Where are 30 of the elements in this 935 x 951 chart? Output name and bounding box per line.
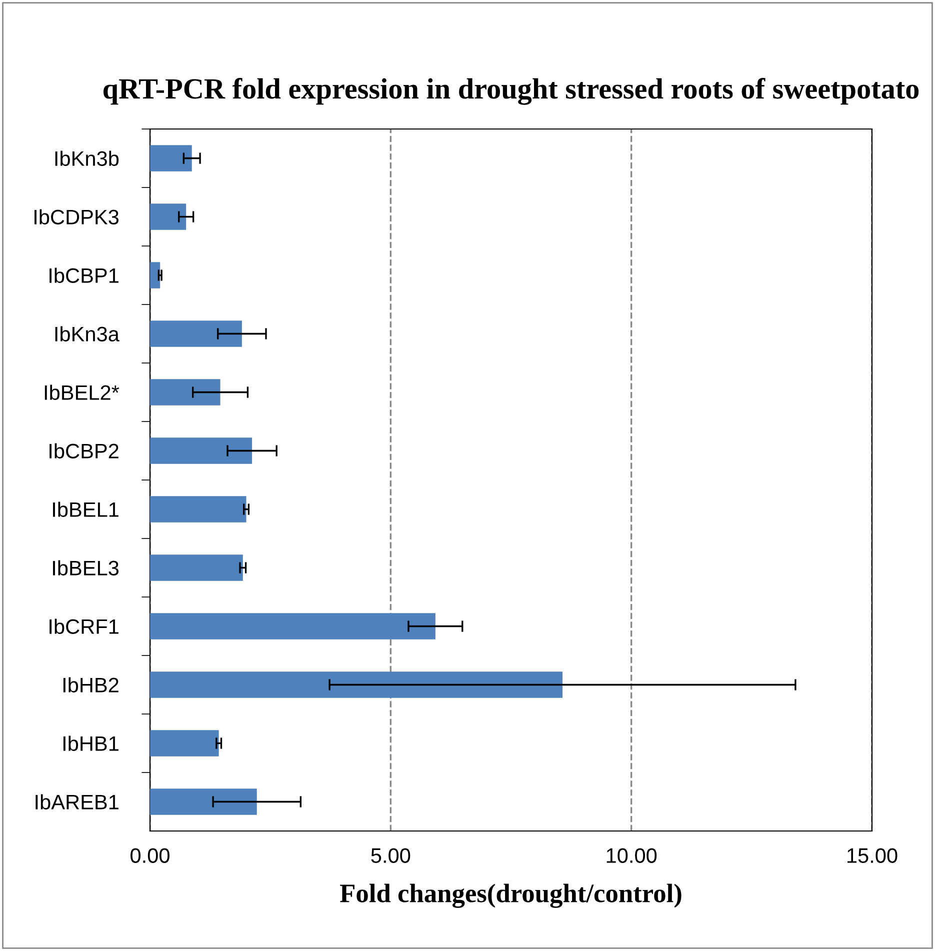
x-tick-label: 0.00 xyxy=(130,848,170,863)
y-tick-label: IbCBP2 xyxy=(50,443,118,459)
x-tick-label: 5.00 xyxy=(371,848,410,863)
y-tick-label: IbCDPK3 xyxy=(34,209,119,225)
bar xyxy=(150,262,160,288)
x-tick-label: 15.00 xyxy=(848,848,898,863)
y-tick-label: IbKn3a xyxy=(55,326,120,342)
x-tick-label: 10.00 xyxy=(606,848,657,863)
y-tick-label: IbAREB1 xyxy=(36,794,118,810)
bar xyxy=(150,320,242,347)
bar xyxy=(150,554,243,581)
bar xyxy=(150,438,252,464)
bar xyxy=(150,204,186,230)
bar xyxy=(150,145,192,172)
y-tick-label: IbKn3b xyxy=(55,150,119,166)
y-tick-label: IbBEL3 xyxy=(53,560,119,576)
bar xyxy=(150,379,220,406)
y-tick-label: IbBEL2* xyxy=(44,384,120,400)
chart-title: qRT-PCR fold expression in drought stressed roots of sweetpotato xyxy=(104,78,919,105)
y-tick-label: IbBEL1 xyxy=(53,502,118,518)
bar xyxy=(150,788,257,815)
bar xyxy=(150,496,246,522)
y-tick-label: IbHB2 xyxy=(63,677,118,693)
y-tick-label: IbCBP1 xyxy=(50,268,118,284)
y-tick-label: IbCRF1 xyxy=(50,618,118,634)
bar xyxy=(150,672,563,698)
x-axis-title: Fold changes(drought/control) xyxy=(340,884,682,908)
y-tick-label: IbHB1 xyxy=(63,736,118,752)
bar xyxy=(150,730,219,756)
bar xyxy=(150,613,436,640)
